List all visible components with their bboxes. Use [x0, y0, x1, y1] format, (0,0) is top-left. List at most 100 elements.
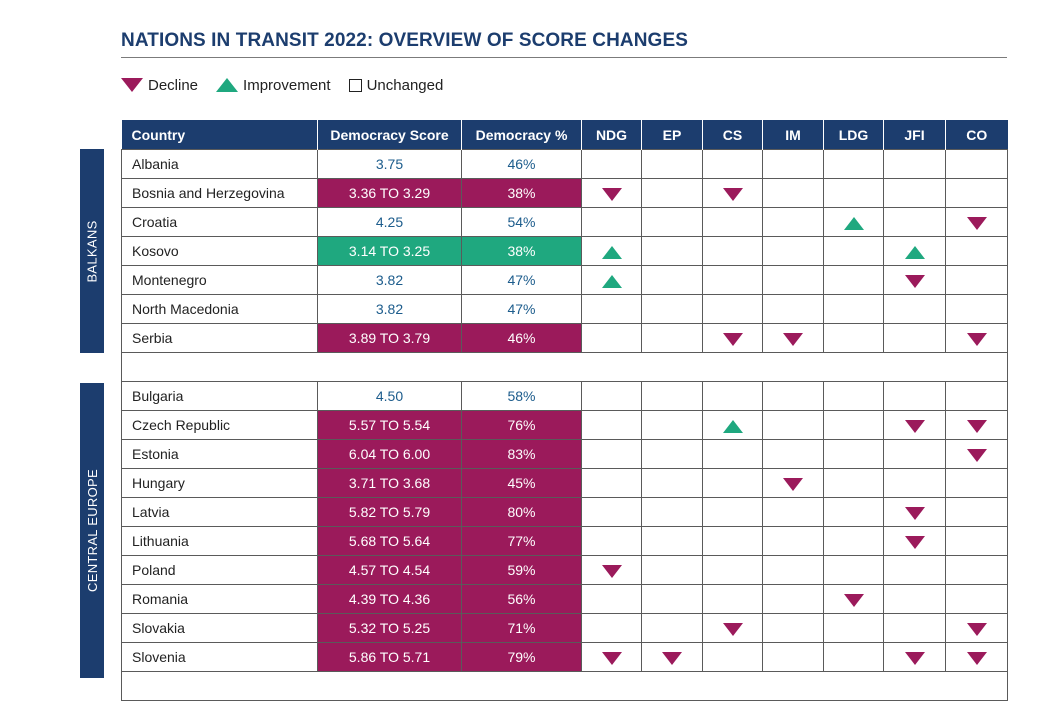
page-title: NATIONS IN TRANSIT 2022: OVERVIEW OF SCO… [121, 30, 688, 51]
country-cell: Estonia [121, 439, 318, 469]
indicator-cell-ndg [581, 178, 642, 208]
indicator-cell-jfi [883, 294, 946, 324]
indicator-cell-co [945, 265, 1008, 295]
indicator-cell-im [762, 236, 824, 266]
table-row: Lithuania 5.68 TO 5.64 77% [121, 526, 1008, 556]
indicator-cell-cs [702, 323, 763, 353]
indicator-cell-im [762, 178, 824, 208]
region-label-text: CENTRAL EUROPE [84, 469, 100, 592]
table-row: Croatia 4.25 54% [121, 207, 1008, 237]
triangle-down-icon [783, 477, 803, 491]
democracy-score-cell: 3.71 TO 3.68 [317, 468, 462, 498]
table-row: Slovenia 5.86 TO 5.71 79% [121, 642, 1008, 672]
legend-unchanged: Unchanged [348, 77, 443, 94]
table-row: Albania 3.75 46% [121, 149, 1008, 179]
democracy-score-cell: 4.50 [317, 381, 462, 411]
indicator-cell-ldg [823, 178, 884, 208]
region-spacer-row [121, 352, 1008, 382]
indicator-cell-im [762, 265, 824, 295]
indicator-cell-ndg [581, 526, 642, 556]
indicator-cell-ep [641, 642, 703, 672]
indicator-cell-jfi [883, 642, 946, 672]
indicator-cell-im [762, 642, 824, 672]
title-divider [121, 57, 1007, 58]
triangle-up-icon [904, 245, 925, 259]
triangle-up-icon [601, 274, 622, 288]
indicator-cell-ndg [581, 207, 642, 237]
table-row: Slovakia 5.32 TO 5.25 71% [121, 613, 1008, 643]
indicator-cell-jfi [883, 468, 946, 498]
indicator-cell-jfi [883, 584, 946, 614]
democracy-percent-cell: 46% [461, 149, 582, 179]
indicator-cell-ndg [581, 323, 642, 353]
legend-decline-label: Decline [148, 76, 199, 94]
indicator-cell-co [945, 642, 1008, 672]
indicator-cell-ldg [823, 584, 884, 614]
democracy-percent-cell: 83% [461, 439, 582, 469]
column-header: Country [121, 120, 318, 150]
triangle-down-icon [662, 651, 682, 665]
triangle-down-icon [966, 419, 987, 433]
indicator-cell-ndg [581, 381, 642, 411]
triangle-down-icon [722, 187, 743, 201]
indicator-cell-ldg [823, 497, 884, 527]
column-header: JFI [883, 120, 946, 150]
indicator-cell-co [945, 584, 1008, 614]
democracy-percent-cell: 54% [461, 207, 582, 237]
country-cell: North Macedonia [121, 294, 318, 324]
country-cell: Albania [121, 149, 318, 179]
indicator-cell-im [762, 526, 824, 556]
indicator-cell-ldg [823, 294, 884, 324]
indicator-cell-jfi [883, 555, 946, 585]
triangle-down-icon [966, 332, 987, 346]
country-cell: Czech Republic [121, 410, 318, 440]
table-row: Kosovo 3.14 TO 3.25 38% [121, 236, 1008, 266]
democracy-percent-cell: 77% [461, 526, 582, 556]
democracy-percent-cell: 76% [461, 410, 582, 440]
indicator-cell-im [762, 555, 824, 585]
spacer-cell [121, 352, 1008, 382]
indicator-cell-ndg [581, 613, 642, 643]
table-row: Serbia 3.89 TO 3.79 46% [121, 323, 1008, 353]
country-cell: Lithuania [121, 526, 318, 556]
column-header: Democracy % [461, 120, 582, 150]
indicator-cell-ep [641, 236, 703, 266]
democracy-percent-cell: 79% [461, 642, 582, 672]
table-row: Bosnia and Herzegovina 3.36 TO 3.29 38% [121, 178, 1008, 208]
indicator-cell-ldg [823, 236, 884, 266]
indicator-cell-im [762, 613, 824, 643]
indicator-cell-co [945, 294, 1008, 324]
indicator-cell-ep [641, 410, 703, 440]
indicator-cell-ndg [581, 149, 642, 179]
indicator-cell-jfi [883, 410, 946, 440]
triangle-down-icon [904, 506, 925, 520]
indicator-cell-ldg [823, 526, 884, 556]
table-row: Czech Republic 5.57 TO 5.54 76% [121, 410, 1008, 440]
table-row: Estonia 6.04 TO 6.00 83% [121, 439, 1008, 469]
democracy-score-cell: 4.57 TO 4.54 [317, 555, 462, 585]
indicator-cell-co [945, 178, 1008, 208]
legend-improvement: Improvement [216, 77, 331, 94]
indicator-cell-ep [641, 381, 703, 411]
column-header: LDG [823, 120, 884, 150]
democracy-percent-cell: 38% [461, 236, 582, 266]
indicator-cell-co [945, 555, 1008, 585]
country-cell: Montenegro [121, 265, 318, 295]
indicator-cell-im [762, 584, 824, 614]
country-cell: Romania [121, 584, 318, 614]
indicator-cell-ndg [581, 410, 642, 440]
column-header: CO [945, 120, 1008, 150]
indicator-cell-ep [641, 149, 703, 179]
indicator-cell-co [945, 381, 1008, 411]
triangle-down-icon [904, 274, 925, 288]
triangle-up-icon [843, 216, 864, 230]
triangle-up-icon [601, 245, 622, 259]
indicator-cell-im [762, 468, 824, 498]
indicator-cell-ep [641, 468, 703, 498]
indicator-cell-jfi [883, 439, 946, 469]
indicator-cell-ndg [581, 584, 642, 614]
triangle-up-icon [722, 419, 743, 433]
country-cell: Slovenia [121, 642, 318, 672]
indicator-cell-im [762, 149, 824, 179]
country-cell: Hungary [121, 468, 318, 498]
